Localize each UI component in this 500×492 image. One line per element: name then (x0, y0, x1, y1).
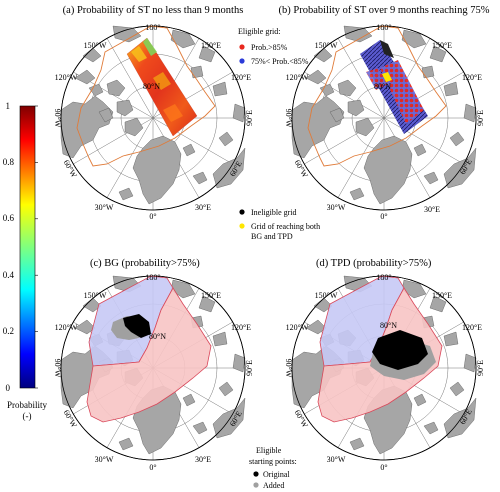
lon-label-150w: 150°W (315, 41, 338, 50)
legend-d-item1: Original (263, 470, 290, 479)
original-points (372, 330, 428, 370)
legend-eligible-grid: Eligible grid: Prob.>85% 75%< Prob.<85% … (238, 27, 320, 241)
lon-label-90w: 90°W (53, 109, 62, 128)
lon-label-90e: 90°E (476, 360, 485, 376)
lon-label-30w: 30°W (327, 455, 346, 464)
colorbar-tick-0.8: 0.8 (3, 157, 15, 167)
lon-label-30e: 30°E (195, 455, 211, 464)
lon-label-180: 180° (145, 273, 160, 282)
lon-label-150e: 150°E (432, 41, 452, 50)
lon-label-150e: 150°E (201, 291, 221, 300)
lon-label-120e: 120°E (231, 73, 251, 82)
legend-b-item3: Ineligible grid (251, 208, 297, 217)
lon-label-180: 180° (376, 273, 391, 282)
lon-label-120e: 120°E (231, 323, 251, 332)
legend-b-item4-line1: Grid of reaching both (251, 222, 320, 231)
colorbar: 1 0.8 0.6 0.4 0.2 0 Probability (-) (3, 101, 48, 421)
lon-label-150w: 150°W (315, 291, 338, 300)
legend-dot-red (239, 44, 245, 50)
legend-dot-added (253, 482, 259, 488)
legend-b-item1: Prob.>85% (251, 43, 288, 52)
lon-label-90e: 90°E (245, 360, 254, 376)
lon-label-120w: 120°W (55, 323, 78, 332)
legend-d-title-line1: Eligible (256, 446, 282, 455)
lon-label-120w: 120°W (286, 73, 309, 82)
panel-b: (b) Probability of ST over 9 months reac… (279, 5, 490, 221)
legend-d-item2: Added (263, 481, 284, 490)
lat-label-80n: 80°N (149, 332, 166, 341)
lon-label-30w: 30°W (95, 455, 114, 464)
panel-c: (c) BG (probability>75%) 80°N 180° 150°W… (53, 258, 254, 472)
original-points (123, 314, 151, 338)
panel-a-title: (a) Probability of ST no less than 9 mon… (63, 5, 244, 16)
colorbar-gradient (19, 105, 36, 389)
lon-label-120w: 120°W (55, 73, 78, 82)
lon-label-150w: 150°W (84, 291, 107, 300)
colorbar-tick-0.6: 0.6 (3, 213, 15, 223)
lon-label-90e: 90°E (245, 110, 254, 126)
panel-a: (a) Probability of ST no less than 9 mon… (53, 5, 254, 221)
lon-label-90w: 90°W (53, 359, 62, 378)
lon-label-180: 180° (145, 23, 160, 32)
legend-d-title-line2: starting points: (249, 457, 297, 466)
panel-d-title: (d) TPD (probability>75%) (316, 258, 432, 269)
panel-d: (d) TPD (probability>75%) 80°N 180° 150°… (284, 258, 485, 472)
lat-label-80n: 80°N (374, 82, 391, 91)
lon-label-90w: 90°W (284, 109, 293, 128)
legend-dot-black (239, 209, 245, 215)
colorbar-tick-0: 0 (6, 383, 11, 393)
panel-b-title: (b) Probability of ST over 9 months reac… (279, 5, 490, 16)
legend-dot-original (253, 471, 259, 477)
lon-label-150e: 150°E (432, 291, 452, 300)
lon-label-90e: 90°E (476, 110, 485, 126)
lon-label-30e: 30°E (195, 203, 211, 212)
lon-label-90w: 90°W (284, 359, 293, 378)
panel-c-title: (c) BG (probability>75%) (90, 258, 200, 269)
lon-label-120e: 120°E (462, 73, 482, 82)
legend-starting-points: Eligible starting points: Original Added (249, 446, 297, 490)
lon-label-30w: 30°W (95, 203, 114, 212)
legend-dot-yellow (239, 223, 245, 229)
lat-label-80n: 80°N (143, 82, 160, 91)
legend-dot-blue (239, 58, 245, 64)
colorbar-label: Probability (7, 400, 47, 410)
lon-label-30e: 30°E (424, 205, 440, 214)
tpd-region (86, 287, 212, 423)
lon-label-30w: 30°W (327, 203, 346, 212)
lon-label-150e: 150°E (201, 41, 221, 50)
colorbar-tick-0.2: 0.2 (3, 326, 14, 336)
colorbar-unit: (-) (23, 411, 32, 421)
lon-label-0: 0° (149, 212, 156, 221)
lat-label-80n: 80°N (380, 321, 397, 330)
colorbar-tick-0.4: 0.4 (3, 270, 15, 280)
colorbar-tick-1: 1 (6, 101, 11, 111)
legend-b-title: Eligible grid: (238, 27, 280, 36)
lon-label-120w: 120°W (286, 323, 309, 332)
lon-label-0: 0° (149, 463, 156, 472)
lon-label-120e: 120°E (462, 323, 482, 332)
lon-label-0: 0° (380, 212, 387, 221)
lon-label-180: 180° (376, 23, 391, 32)
lon-label-0: 0° (380, 463, 387, 472)
legend-b-item4-line2: BG and TPD (251, 232, 293, 241)
legend-b-item2: 75%< Prob.<85% (251, 57, 309, 66)
lon-label-150w: 150°W (84, 41, 107, 50)
